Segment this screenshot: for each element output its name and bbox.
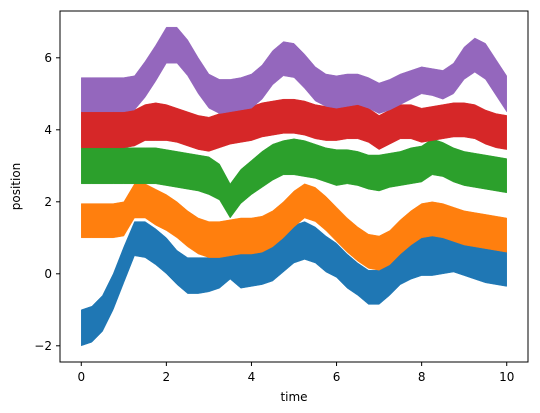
series-band-3 [81, 138, 507, 219]
y-tick-label: −2 [34, 339, 52, 353]
y-tick-label: 2 [44, 195, 52, 209]
x-axis-label: time [280, 390, 307, 404]
x-tick-label: 10 [499, 370, 514, 384]
y-tick-label: 4 [44, 123, 52, 137]
y-tick-label: 6 [44, 51, 52, 65]
x-tick-label: 0 [77, 370, 85, 384]
y-axis: −2 0 2 4 6 [34, 51, 60, 353]
series-band-2 [81, 183, 507, 271]
x-tick-label: 8 [418, 370, 426, 384]
plot-area [81, 26, 507, 347]
x-tick-label: 2 [163, 370, 171, 384]
x-tick-label: 4 [248, 370, 256, 384]
x-axis: 0 2 4 6 8 10 [77, 362, 514, 384]
axes-frame [59, 10, 529, 363]
x-tick-label: 6 [333, 370, 341, 384]
y-tick-label: 0 [44, 267, 52, 281]
series-band-5 [81, 26, 507, 114]
y-axis-label: position [9, 163, 23, 211]
